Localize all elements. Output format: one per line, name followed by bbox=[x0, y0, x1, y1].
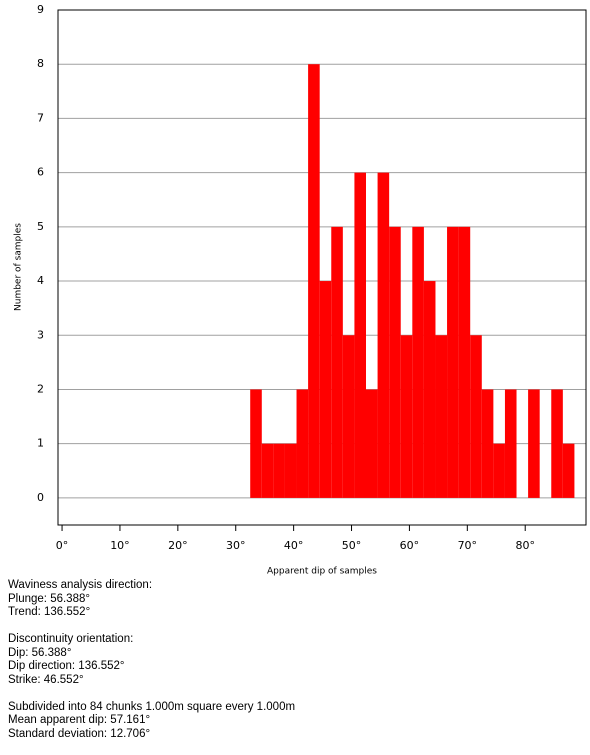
x-tick-label: 70° bbox=[458, 539, 478, 552]
bar bbox=[342, 335, 355, 498]
bar bbox=[261, 443, 274, 498]
bar bbox=[458, 226, 471, 498]
bar bbox=[377, 172, 390, 498]
x-tick-label: 30° bbox=[226, 539, 246, 552]
bar bbox=[354, 172, 366, 498]
bar bbox=[562, 443, 575, 498]
bar bbox=[296, 389, 309, 498]
info-line: Plunge: 56.388° bbox=[8, 592, 90, 605]
info-line: Subdivided into 84 chunks 1.000m square … bbox=[8, 700, 296, 713]
bar bbox=[435, 335, 448, 498]
x-tick-label: 20° bbox=[168, 539, 188, 552]
bar bbox=[470, 335, 482, 498]
plot-frame bbox=[57, 9, 587, 526]
bar bbox=[273, 443, 285, 498]
y-tick-label: 7 bbox=[37, 111, 44, 124]
y-tick-label: 6 bbox=[37, 166, 44, 179]
bar bbox=[250, 389, 262, 498]
info-line: Standard deviation: 12.706° bbox=[8, 727, 151, 740]
x-tick-label: 80° bbox=[515, 539, 535, 552]
bar bbox=[528, 389, 540, 498]
bar bbox=[400, 335, 413, 498]
bar bbox=[493, 443, 505, 498]
info-group: Subdivided into 84 chunks 1.000m square … bbox=[8, 701, 295, 742]
bar bbox=[331, 226, 343, 498]
bar bbox=[481, 389, 494, 498]
bar bbox=[551, 389, 563, 498]
bar bbox=[284, 443, 297, 498]
info-panel: Waviness analysis direction: Plunge: 56.3… bbox=[8, 579, 295, 755]
y-axis-label: Number of samples bbox=[14, 223, 24, 311]
info-group: Discontinuity orientation: Dip: 56.388° Di… bbox=[8, 633, 295, 687]
x-tick-label: 40° bbox=[284, 539, 304, 552]
info-line: Mean apparent dip: 57.161° bbox=[8, 714, 151, 726]
x-tick-label: 10° bbox=[110, 539, 130, 552]
x-tick-label: 60° bbox=[400, 539, 420, 552]
x-axis-label: Apparent dip of samples bbox=[267, 567, 377, 577]
bar bbox=[319, 281, 332, 498]
bar bbox=[447, 226, 459, 498]
bar bbox=[423, 281, 436, 498]
y-tick-label: 2 bbox=[37, 382, 44, 395]
bar bbox=[366, 389, 378, 498]
bar bbox=[412, 226, 424, 498]
info-group: Waviness analysis direction: Plunge: 56.3… bbox=[8, 579, 295, 620]
y-tick-label: 9 bbox=[37, 3, 44, 16]
bar bbox=[389, 226, 401, 498]
info-line: Dip direction: 136.552° bbox=[8, 660, 125, 672]
info-line: Discontinuity orientation: bbox=[8, 633, 134, 645]
bar bbox=[308, 64, 320, 498]
bar bbox=[504, 389, 517, 498]
y-tick-label: 5 bbox=[37, 220, 44, 233]
y-tick-label: 8 bbox=[37, 57, 44, 70]
info-line: Trend: 136.552° bbox=[8, 606, 91, 618]
x-tick-label: 50° bbox=[342, 539, 362, 552]
y-tick-label: 3 bbox=[37, 328, 44, 341]
x-tick-label: 0° bbox=[56, 539, 69, 552]
chart: Apparent dip of samples Number of sample… bbox=[14, 3, 587, 577]
info-line: Dip: 56.388° bbox=[8, 646, 72, 659]
info-line: Strike: 46.552° bbox=[8, 673, 84, 686]
y-tick-label: 0 bbox=[37, 491, 44, 504]
y-tick-label: 1 bbox=[37, 437, 44, 450]
info-line: Waviness analysis direction: bbox=[8, 579, 153, 591]
y-tick-label: 4 bbox=[37, 274, 44, 287]
